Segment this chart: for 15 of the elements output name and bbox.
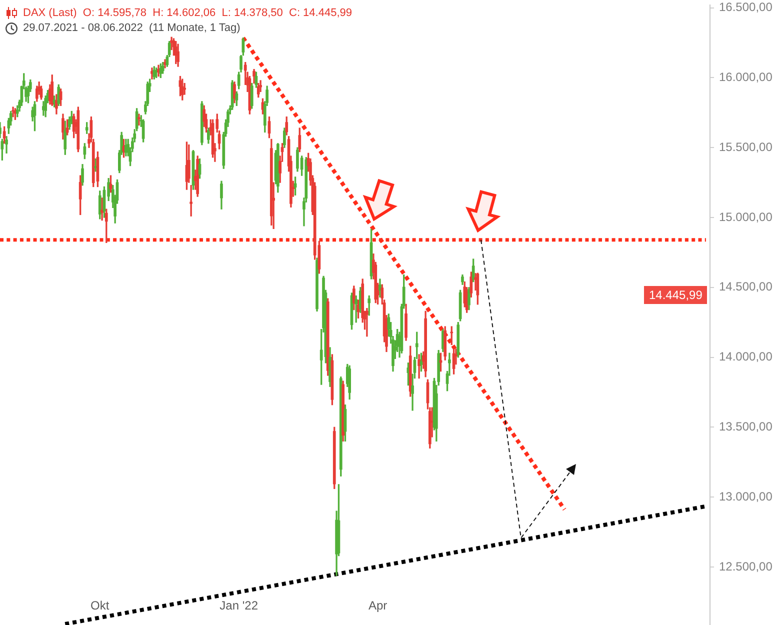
y-tick-label: 14.000,00	[719, 350, 773, 364]
y-tick-label: 13.500,00	[719, 420, 773, 434]
y-tick-label: 16.000,00	[719, 70, 773, 84]
annotation: 14.445,99	[644, 286, 708, 304]
y-tick-label: 14.500,00	[719, 280, 773, 294]
text: 29.07.2021 - 08.06.2022 (11 Monate, 1 Tag)	[23, 22, 240, 35]
x-tick-label: Jan '22	[220, 598, 258, 612]
y-tick-label: 13.000,00	[719, 489, 773, 504]
y-tick-label: 15.500,00	[719, 140, 773, 154]
y-tick-label: 12.500,00	[719, 559, 773, 574]
x-tick-label: Okt	[90, 598, 110, 612]
chart-title: DAX (Last) O: 14.595,78 H: 14.602,06 L: 14.378,50 C: 14.445,99	[23, 7, 352, 20]
y-tick-label: 16.500,00	[719, 0, 773, 14]
y-tick-label: 15.000,00	[719, 210, 773, 224]
x-tick-label: Apr	[368, 598, 388, 612]
